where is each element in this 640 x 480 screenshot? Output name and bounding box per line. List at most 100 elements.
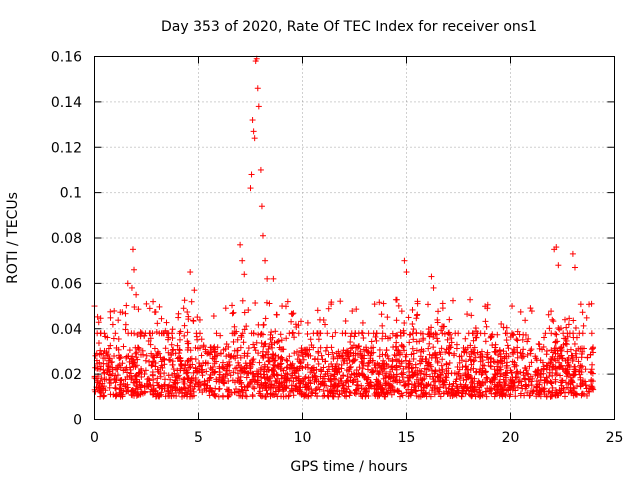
data-point bbox=[542, 330, 549, 337]
data-point bbox=[414, 298, 421, 305]
data-point bbox=[470, 346, 477, 353]
data-point bbox=[363, 375, 370, 382]
data-point bbox=[468, 312, 475, 319]
data-point bbox=[234, 370, 241, 377]
data-point bbox=[258, 203, 265, 210]
data-point bbox=[184, 375, 191, 382]
data-point bbox=[371, 385, 378, 392]
data-point bbox=[586, 384, 593, 391]
data-point bbox=[527, 392, 534, 399]
data-point bbox=[488, 390, 495, 397]
data-point bbox=[387, 382, 394, 389]
data-point bbox=[563, 337, 570, 344]
data-point bbox=[581, 345, 588, 352]
data-point bbox=[497, 373, 504, 380]
data-point bbox=[241, 326, 248, 333]
data-point bbox=[379, 322, 386, 329]
data-point bbox=[224, 370, 231, 377]
data-point bbox=[559, 377, 566, 384]
data-point bbox=[130, 359, 137, 366]
data-point bbox=[146, 305, 153, 312]
data-point bbox=[325, 351, 332, 358]
data-point bbox=[304, 319, 311, 326]
data-point bbox=[566, 363, 573, 370]
data-point bbox=[503, 337, 510, 344]
data-point bbox=[462, 370, 469, 377]
chart-title: Day 353 of 2020, Rate Of TEC Index for r… bbox=[161, 19, 537, 35]
data-point bbox=[128, 330, 135, 337]
data-point bbox=[288, 310, 295, 317]
y-tick-label: 0.08 bbox=[51, 231, 82, 247]
data-point bbox=[506, 393, 513, 400]
data-point bbox=[475, 378, 482, 385]
data-point bbox=[204, 360, 211, 367]
data-point bbox=[154, 391, 161, 398]
data-point bbox=[134, 356, 141, 363]
data-point bbox=[181, 380, 188, 387]
data-point bbox=[92, 352, 99, 359]
data-point bbox=[428, 330, 435, 337]
data-point bbox=[199, 389, 206, 396]
data-point bbox=[291, 334, 298, 341]
data-point bbox=[187, 364, 194, 371]
data-point bbox=[129, 246, 136, 253]
data-point bbox=[256, 359, 263, 366]
data-point bbox=[162, 345, 169, 352]
data-point bbox=[579, 390, 586, 397]
data-point bbox=[553, 244, 560, 251]
data-point bbox=[528, 308, 535, 315]
data-point bbox=[573, 354, 580, 361]
data-point bbox=[396, 393, 403, 400]
data-point bbox=[174, 373, 181, 380]
data-point bbox=[262, 257, 269, 264]
data-point bbox=[373, 390, 380, 397]
data-point bbox=[527, 305, 534, 312]
data-point bbox=[161, 361, 168, 368]
data-point bbox=[360, 372, 367, 379]
data-point bbox=[406, 390, 413, 397]
data-point bbox=[191, 287, 198, 294]
data-point bbox=[352, 356, 359, 363]
data-point bbox=[541, 385, 548, 392]
data-point bbox=[226, 367, 233, 374]
data-point bbox=[509, 332, 516, 339]
data-point bbox=[324, 370, 331, 377]
data-point bbox=[484, 305, 491, 312]
data-point bbox=[365, 392, 372, 399]
data-point bbox=[157, 373, 164, 380]
data-point bbox=[489, 378, 496, 385]
data-point bbox=[262, 315, 269, 322]
data-point bbox=[304, 364, 311, 371]
data-point bbox=[413, 338, 420, 345]
data-point bbox=[230, 369, 237, 376]
data-point bbox=[239, 297, 246, 304]
data-point bbox=[359, 319, 366, 326]
data-point bbox=[225, 393, 232, 400]
data-point bbox=[408, 386, 415, 393]
data-point bbox=[221, 380, 228, 387]
data-point bbox=[229, 310, 236, 317]
data-point bbox=[192, 376, 199, 383]
data-point bbox=[432, 377, 439, 384]
data-point bbox=[230, 309, 237, 316]
data-point bbox=[405, 377, 412, 384]
data-point bbox=[264, 275, 271, 282]
data-point bbox=[223, 353, 230, 360]
data-point bbox=[177, 387, 184, 394]
data-point bbox=[415, 393, 422, 400]
ticks-layer bbox=[94, 56, 615, 420]
data-point bbox=[273, 371, 280, 378]
data-point bbox=[194, 336, 201, 343]
data-point bbox=[138, 365, 145, 372]
data-point bbox=[98, 389, 105, 396]
data-point bbox=[369, 357, 376, 364]
data-point bbox=[396, 377, 403, 384]
data-point bbox=[401, 320, 408, 327]
data-point bbox=[302, 373, 309, 380]
data-point bbox=[217, 332, 224, 339]
y-tick-label: 0.1 bbox=[60, 186, 82, 202]
data-point bbox=[327, 376, 334, 383]
data-point bbox=[383, 389, 390, 396]
data-point bbox=[434, 335, 441, 342]
data-point bbox=[101, 392, 108, 399]
